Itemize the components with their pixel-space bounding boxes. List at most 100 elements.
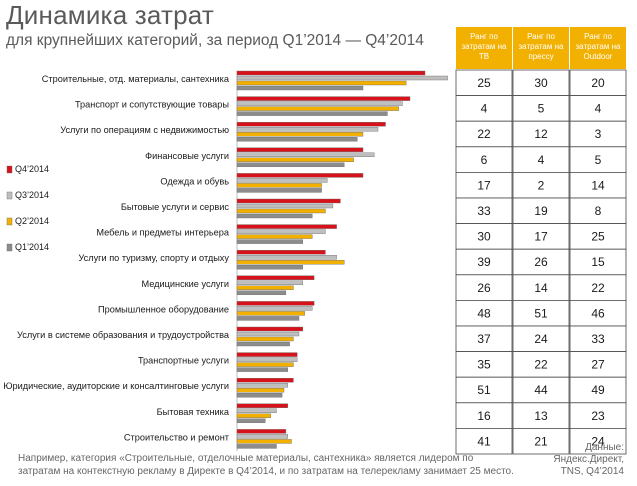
table-cell-value: 22 [477,127,491,141]
bar [236,101,403,106]
table-cell [512,427,570,455]
table-cell-value: 15 [591,255,605,269]
category-label: Промышленное оборудование [98,304,229,314]
bar [236,254,337,260]
bar [236,331,300,337]
bar [236,249,326,255]
table-cell [569,223,627,250]
bar [236,121,386,127]
table-cell [455,146,513,173]
table-cell-value: 25 [591,230,605,244]
table-cell [569,171,627,199]
legend-swatch [6,243,13,252]
bar [236,96,411,101]
table-cell-value: 46 [591,306,605,320]
category-label: Транспортные услуги [138,356,229,366]
table-cell-value: 4 [538,153,545,167]
bar [236,367,288,372]
bar [236,70,426,76]
table-cell-value: 20 [591,76,605,90]
bar [236,434,288,439]
table-cell [512,402,570,429]
table-header-text: затратам на [519,42,564,51]
table-cell-value: 51 [477,383,491,397]
table-cell [569,146,627,173]
table-cell [569,69,627,97]
table-cell [569,427,627,455]
table-header-cell [513,27,569,69]
category-label: Медицинские услуги [141,279,229,289]
bar [236,336,294,342]
legend-label: Q4’2014 [15,164,49,174]
table-cell-value: 21 [534,434,548,448]
bar [236,152,375,158]
bar [236,439,292,444]
table-cell [455,248,513,276]
table-cell-value: 5 [538,102,545,116]
table-cell-value: 30 [477,230,491,244]
bar [236,178,328,183]
legend-swatch [6,191,13,200]
table-cell [569,248,627,276]
table-cell [455,197,513,225]
table-cell [512,351,570,378]
bar [236,280,304,285]
table-cell [512,197,570,225]
bar [236,80,407,86]
bar [236,234,313,239]
table-cell-value: 4 [595,102,602,116]
table-cell [455,427,513,455]
bar [236,408,277,413]
table-cell [512,171,570,199]
table-cell [455,325,513,353]
table-cell [455,274,513,301]
bar [236,260,345,265]
bar [236,418,266,423]
bar [236,285,294,290]
table-cell [569,402,627,429]
table-cell-value: 2 [538,178,545,192]
table-cell-value: 13 [534,409,548,423]
table-cell-value: 14 [591,178,605,192]
table-cell-value: 22 [591,281,605,295]
table-cell-value: 41 [477,434,491,448]
bar [236,188,322,193]
bar [236,265,304,270]
bar [236,378,294,383]
table-cell [512,299,570,327]
bar [236,393,283,398]
bar [236,301,315,306]
bar [236,136,358,142]
table-cell [512,146,570,173]
bar [236,290,287,295]
bar [236,106,399,111]
table-header-text: затратам на [462,42,507,51]
bar [236,224,337,229]
table-cell [512,376,570,404]
category-label: Мебель и предметы интерьера [96,228,229,238]
source-line-1: Данные: [585,442,624,453]
table-cell-value: 22 [534,358,548,372]
table-cell-value: 4 [481,102,488,116]
table-cell [569,325,627,353]
bar [236,357,298,362]
category-label: Услуги в системе образования и трудоустр… [17,330,230,340]
table-cell [512,95,570,122]
chart-title: Динамика затрат [6,0,214,30]
table-cell-value: 49 [591,383,605,397]
table-cell [455,95,513,122]
table-cell [512,325,570,353]
bar [236,316,300,321]
table-cell-value: 19 [534,204,548,218]
table-header-text: Ранг по [470,32,498,41]
bar [236,85,364,91]
table-cell [569,95,627,122]
table-cell [512,223,570,250]
table-cell [455,223,513,250]
category-label: Строительство и ремонт [124,432,230,442]
category-label: Услуги по операциям с недвижимостью [60,125,229,135]
legend-swatch [6,217,13,226]
table-header-text: Ранг по [527,32,555,41]
table-cell [512,248,570,276]
table-cell-value: 33 [591,332,605,346]
